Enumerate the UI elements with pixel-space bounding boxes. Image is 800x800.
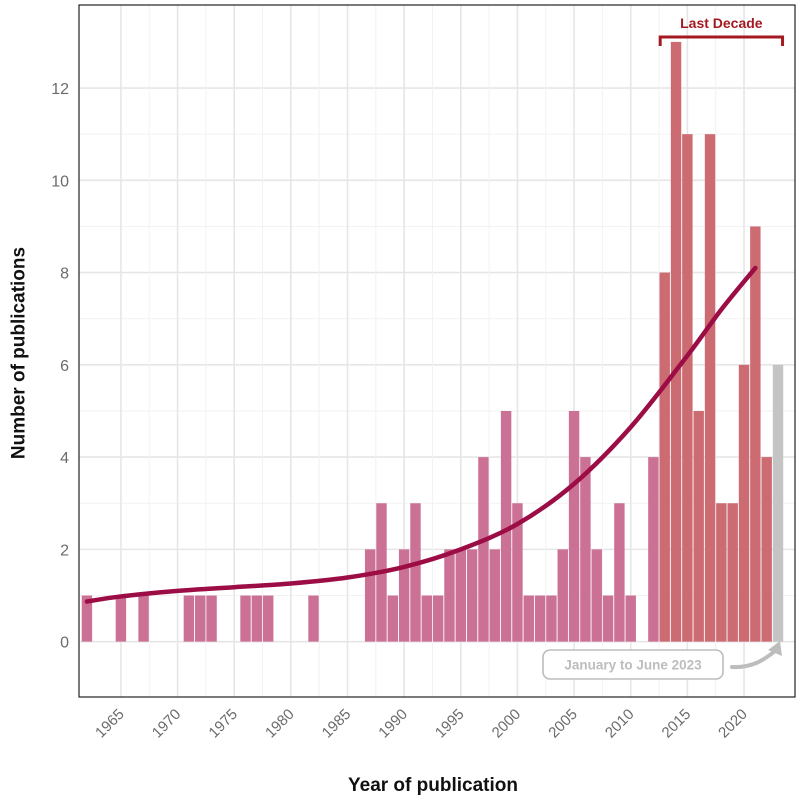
y-tick-label: 10 [51,173,69,190]
bar-1962 [81,595,93,642]
trend-line [84,265,758,604]
y-tick-label: 4 [60,450,69,467]
bar-2002 [534,595,546,642]
bar-2008 [602,595,614,642]
bar-2020 [738,364,750,642]
bar-2012 [648,457,659,642]
bar-1977 [251,595,263,642]
y-tick-label: 12 [51,81,69,98]
y-tick-label: 8 [60,266,69,283]
bar-1967 [138,595,149,642]
bar-2000 [512,503,523,642]
partial-year-annotation: January to June 2023 [542,641,783,680]
bar-1994 [444,549,455,642]
bar-2015 [682,134,693,642]
bar-2022 [761,457,772,642]
bar-1998 [489,549,500,642]
bar-2007 [591,549,602,642]
partial-year-callout-label: January to June 2023 [564,658,702,673]
partial-year-callout-box [542,649,724,680]
bar-2010 [625,595,636,642]
y-tick-label: 2 [60,542,69,559]
bar-1999 [500,410,512,642]
last-decade-label: Last Decade [680,15,763,31]
bar-1993 [432,595,444,642]
y-axis-ticks: 0 2 4 6 8 10 12 [51,81,69,652]
bar-1978 [262,595,274,642]
bar-2021 [750,226,761,642]
plot-border [78,4,796,698]
last-decade-bracket [658,35,785,46]
bar-1972 [195,595,206,642]
bar-2006 [580,457,591,642]
bar-2019 [727,503,738,642]
bar-2013 [659,272,670,642]
bar-1971 [183,595,195,642]
bar-2016 [693,410,704,642]
bar-1991 [410,503,421,642]
bar-1990 [398,549,410,642]
y-axis-title: Number of publications [9,247,30,459]
bar-2001 [523,595,534,642]
bar-1976 [240,595,251,642]
bar-2023 [772,364,784,642]
bar-2005 [568,410,580,642]
bar-2018 [716,503,727,642]
bar-1989 [387,595,399,642]
bars [81,41,784,642]
bar-1995 [455,549,467,642]
bar-1987 [364,549,376,642]
bar-2017 [704,134,716,642]
bar-1973 [206,595,217,642]
last-decade-annotation: Last Decade [658,15,785,46]
y-tick-label: 0 [60,635,69,652]
bar-2014 [670,41,682,642]
bar-1965 [115,595,127,642]
bar-1997 [478,457,489,642]
bar-1992 [421,595,433,642]
x-axis-title: Year of publication [348,775,518,796]
bar-2004 [557,549,568,642]
bar-2009 [614,503,625,642]
partial-year-arrowhead [768,641,783,656]
y-tick-label: 6 [60,358,69,375]
partial-year-arrow [730,649,778,670]
bar-2003 [546,595,557,642]
bar-1996 [466,549,478,642]
bar-1982 [308,595,319,642]
